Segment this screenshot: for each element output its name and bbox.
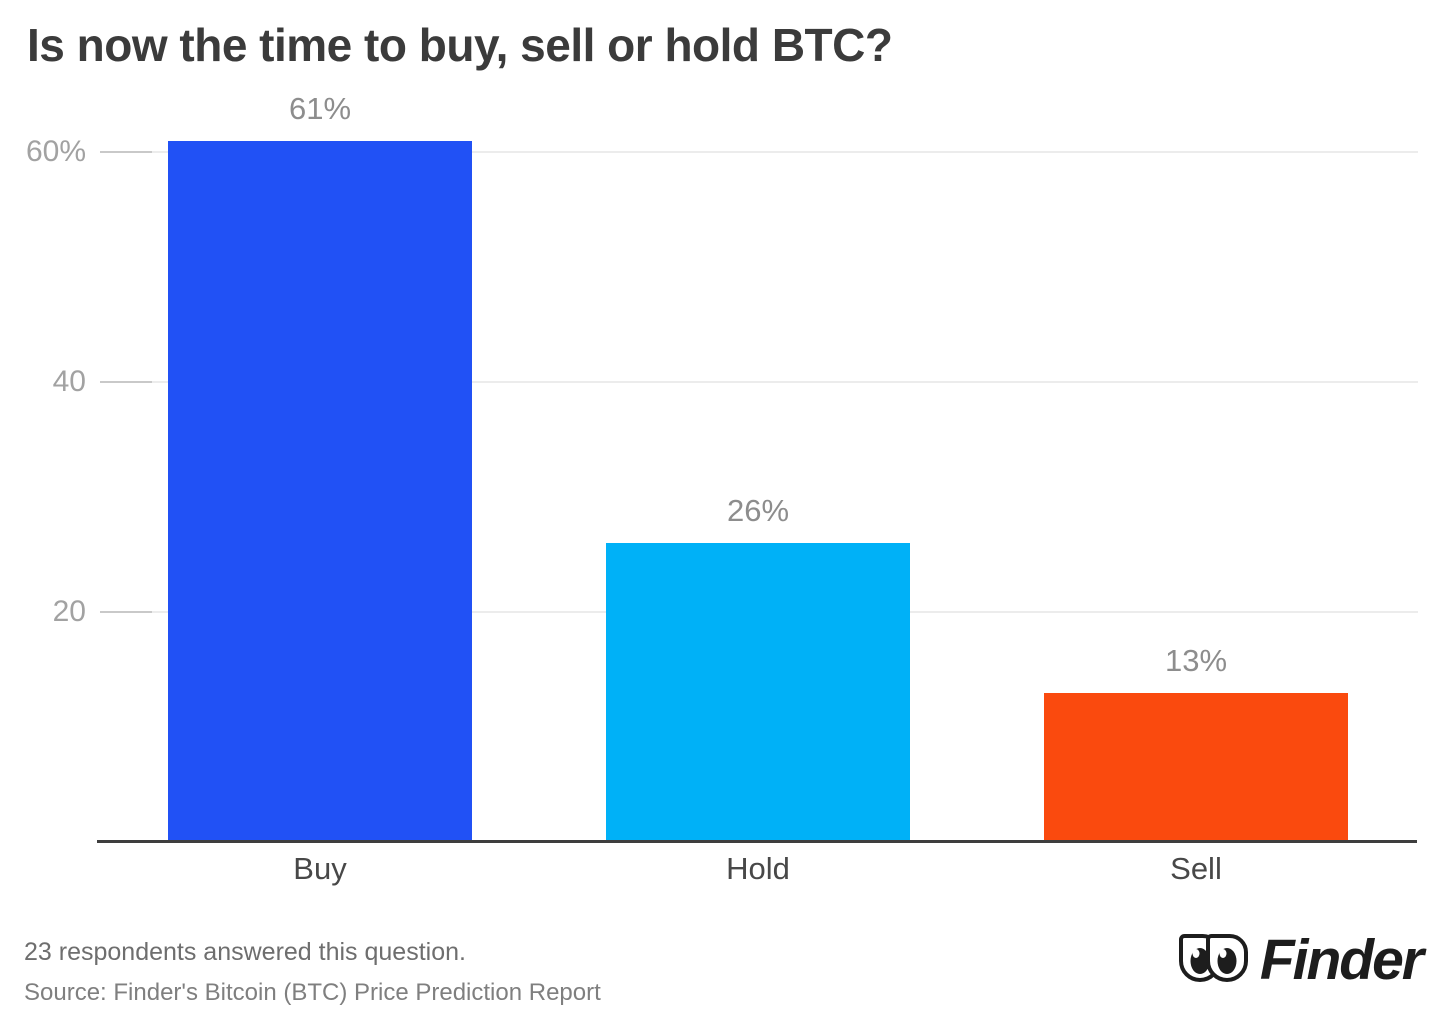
y-tick-mark-40 <box>100 381 152 383</box>
chart-title: Is now the time to buy, sell or hold BTC… <box>27 19 893 71</box>
finder-eyes-icon <box>1178 934 1248 986</box>
gridline-40 <box>100 381 1418 383</box>
y-tick-label-60: 60% <box>25 135 86 168</box>
x-axis-label-sell: Sell <box>1170 851 1222 886</box>
finder-wordmark: Finder <box>1259 928 1424 992</box>
gridline-60 <box>100 151 1418 153</box>
x-axis-line <box>97 840 1417 843</box>
y-tick-label-20: 20 <box>52 595 86 628</box>
x-axis-label-hold: Hold <box>726 851 790 886</box>
y-tick-mark-20 <box>100 611 152 613</box>
x-axis-label-buy: Buy <box>293 851 347 886</box>
respondents-note: 23 respondents answered this question. <box>24 938 466 966</box>
bar-value-label-sell: 13% <box>1164 642 1228 678</box>
finder-logo: Finder <box>1178 928 1424 992</box>
bar-value-label-buy: 61% <box>288 90 352 126</box>
source-attribution: Source: Finder's Bitcoin (BTC) Price Pre… <box>24 979 601 1006</box>
bar-value-label-hold: 26% <box>726 493 790 528</box>
bar-sell <box>1044 692 1348 842</box>
y-tick-mark-60 <box>100 151 152 153</box>
finder-eye-right-icon <box>1205 934 1248 982</box>
bar-buy <box>168 140 472 842</box>
y-tick-label-40: 40 <box>52 365 86 398</box>
bar-hold <box>606 543 910 842</box>
